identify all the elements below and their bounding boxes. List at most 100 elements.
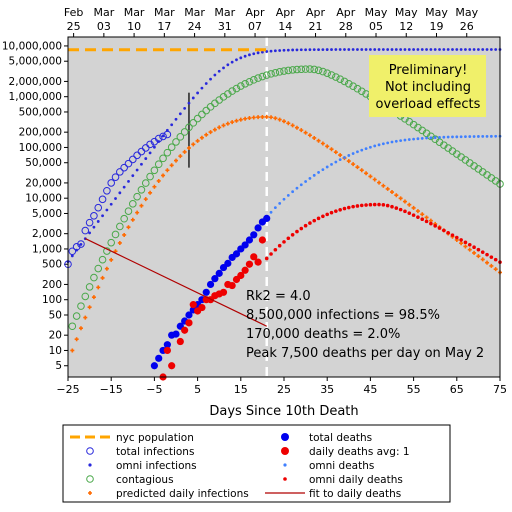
top-tick-month: May — [425, 6, 448, 19]
omni-infections-series — [66, 48, 502, 263]
total-deaths-point — [202, 288, 210, 296]
omni-deaths-point — [394, 139, 398, 143]
omni-daily-deaths-point — [299, 226, 304, 231]
predicted-daily-infections-point — [273, 116, 278, 121]
omni-daily-deaths-point — [372, 202, 377, 207]
omni-deaths-point — [386, 141, 390, 145]
omni-infections-point — [330, 48, 333, 51]
omni-infections-point — [381, 48, 385, 51]
omni-infections-point — [114, 197, 117, 200]
omni-infections-point — [317, 48, 320, 52]
x-tick-label: 25 — [277, 383, 291, 396]
omni-infections-point — [407, 48, 411, 51]
omni-infections-point — [438, 48, 441, 51]
contagious-point — [111, 230, 120, 239]
omni-infections-point — [118, 191, 122, 195]
y-tick-label: 2,000 — [32, 228, 62, 240]
omni-daily-deaths-point — [290, 233, 295, 237]
predicted-daily-infections-point — [294, 125, 299, 130]
y-tick-label: 500 — [42, 259, 62, 271]
y-tick-label: 1,000 — [32, 243, 62, 255]
omni-infections-point — [360, 48, 364, 51]
top-tick-month: Mar — [184, 6, 205, 19]
predicted-daily-infections-point — [74, 337, 79, 342]
predicted-daily-infections-point — [368, 174, 373, 179]
omni-daily-deaths-point — [277, 243, 282, 248]
contagious-point — [85, 283, 94, 291]
predicted-daily-infections-point — [191, 142, 196, 147]
omni-daily-deaths-point — [411, 213, 416, 217]
legend-symbol-omni-daily-deaths — [283, 477, 287, 481]
predicted-daily-infections-point — [221, 123, 226, 128]
omni-deaths-point — [455, 135, 459, 139]
predicted-daily-infections-point — [493, 267, 498, 272]
omni-infections-point — [325, 48, 329, 51]
omni-infections-point — [451, 48, 454, 51]
omni-infections-point — [265, 50, 269, 53]
predicted-daily-infections-point — [463, 244, 468, 249]
omni-daily-deaths-point — [485, 252, 489, 257]
omni-daily-deaths-point — [269, 252, 273, 256]
omni-infections-point — [351, 48, 355, 51]
contagious-point — [349, 82, 357, 91]
omni-infections-point — [377, 48, 381, 51]
y-tick-label: 1,000,000 — [9, 91, 62, 103]
omni-deaths-point — [494, 134, 498, 138]
total-infections-point — [90, 212, 98, 220]
omni-infections-point — [131, 174, 135, 178]
predicted-daily-infections-point — [338, 153, 343, 158]
contagious-point — [189, 119, 198, 127]
top-tick-day: 14 — [278, 20, 292, 33]
legend-symbol-daily-deaths — [281, 447, 289, 455]
predicted-daily-infections-point — [480, 257, 485, 262]
predicted-daily-infections-point — [489, 263, 494, 268]
contagious-point — [280, 67, 288, 75]
omni-infections-point — [191, 96, 195, 100]
omni-deaths-point — [433, 136, 437, 139]
predicted-daily-infections-point — [303, 130, 308, 135]
top-tick-day: 05 — [369, 20, 383, 33]
omni-deaths-point — [347, 154, 351, 157]
omni-daily-deaths-point — [450, 233, 455, 237]
contagious-point — [193, 114, 202, 123]
omni-deaths-point — [472, 135, 476, 138]
total-infections-point — [85, 218, 94, 227]
top-tick-month: Mar — [214, 6, 235, 19]
top-tick-day: 12 — [399, 20, 413, 33]
omni-deaths-point — [425, 136, 428, 140]
contagious-point — [275, 68, 284, 76]
preliminary-line-3: overload effects — [376, 97, 481, 112]
omni-deaths-point — [416, 137, 420, 141]
contagious-point — [258, 72, 267, 81]
omni-infections-point — [213, 73, 217, 77]
omni-deaths-point — [364, 147, 368, 151]
omni-deaths-point — [351, 152, 355, 155]
daily-deaths-avg-1-point — [181, 326, 189, 334]
fit-to-daily-deaths-series — [85, 238, 267, 327]
contagious-point — [141, 179, 150, 187]
omni-deaths-point — [459, 135, 463, 139]
total-deaths-point — [232, 250, 241, 258]
top-tick-day: 28 — [339, 20, 353, 33]
omni-daily-deaths-point — [381, 203, 386, 207]
omni-daily-deaths-point — [368, 202, 373, 207]
contagious-point — [228, 87, 236, 95]
fit-to-daily-deaths-line — [85, 238, 267, 327]
omni-daily-deaths-point — [416, 215, 420, 219]
stat-infections: 8,500,000 infections = 98.5% — [246, 308, 440, 323]
omni-daily-deaths-point — [325, 212, 330, 217]
contagious-point — [150, 166, 159, 175]
omni-infections-point — [485, 48, 489, 51]
omni-daily-deaths-point — [472, 245, 476, 250]
stat-deaths: 170,000 deaths = 2.0% — [246, 327, 400, 342]
total-infections-point — [81, 226, 90, 235]
omni-deaths-point — [373, 144, 377, 148]
legend-row-right: fit to daily deaths — [265, 488, 401, 500]
predicted-daily-infections-point — [269, 115, 274, 120]
predicted-daily-infections-point — [204, 132, 209, 137]
y-tick-label: 50,000 — [25, 157, 62, 169]
predicted-daily-infections-point — [333, 150, 338, 155]
contagious-point — [129, 200, 137, 208]
omni-infections-point — [489, 48, 493, 51]
